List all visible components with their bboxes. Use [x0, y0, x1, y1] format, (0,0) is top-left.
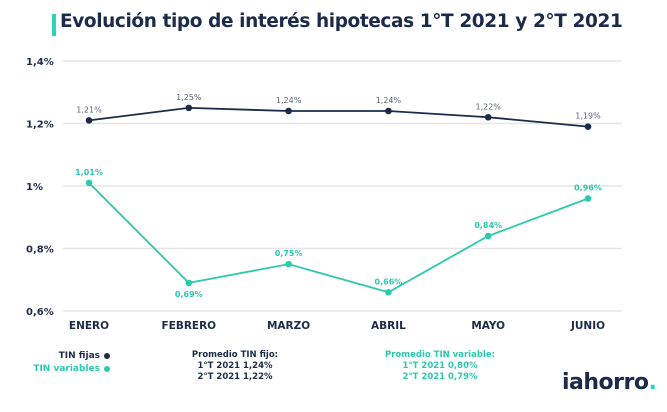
average-variable-q1: 1°T 2021 0,80%: [402, 361, 478, 371]
series-line-variables: [88, 182, 589, 294]
x-tick-label: FEBRERO: [161, 320, 216, 332]
data-label: 0,66%: [375, 277, 403, 286]
data-label: 1,24%: [376, 96, 402, 105]
data-label: 1,19%: [575, 112, 601, 121]
x-tick-label: MARZO: [267, 320, 310, 332]
legend-item-variables: TIN variables: [30, 363, 110, 376]
legend-dot-fijas: [104, 352, 110, 359]
data-point: [484, 113, 492, 121]
average-variable: Promedio TIN variable: 1°T 2021 0,80% 2°…: [370, 350, 510, 383]
average-fixed-q1: 1°T 2021 1,24%: [197, 361, 273, 371]
data-label: 1,22%: [475, 102, 501, 111]
average-variable-q2: 2°T 2021 0,79%: [402, 372, 478, 382]
y-tick-label: 0,6%: [26, 307, 54, 318]
legend-item-fijas: TIN fijas: [30, 350, 110, 363]
data-point: [285, 260, 292, 268]
y-tick-label: 1%: [26, 182, 43, 193]
data-point: [185, 279, 193, 287]
x-tick-label: JUNIO: [570, 320, 605, 332]
data-point: [85, 179, 93, 187]
average-variable-title: Promedio TIN variable:: [385, 350, 495, 360]
data-point: [584, 123, 592, 130]
average-fixed-q2: 2°T 2021 1,22%: [197, 372, 273, 382]
average-fixed-title: Promedio TIN fijo:: [191, 350, 279, 360]
data-point: [584, 195, 592, 202]
y-tick-label: 1,2%: [26, 120, 54, 131]
data-label: 0,75%: [275, 249, 303, 258]
y-tick-label: 1,4%: [26, 57, 54, 68]
title-accent-bar: [52, 14, 56, 36]
data-label: 0,84%: [474, 221, 502, 230]
series-line-fijas: [88, 106, 589, 128]
x-tick-label: MAYO: [471, 320, 505, 332]
legend: TIN fijas TIN variables: [30, 350, 110, 376]
data-label: 0,69%: [175, 290, 203, 299]
data-label: 1,21%: [76, 105, 102, 114]
average-fixed: Promedio TIN fijo: 1°T 2021 1,24% 2°T 20…: [180, 350, 290, 383]
x-tick-label: ABRIL: [371, 320, 406, 332]
chart-title: Evolución tipo de interés hipotecas 1°T …: [60, 11, 623, 32]
data-point: [85, 117, 93, 124]
data-point: [185, 104, 193, 112]
data-point: [285, 107, 292, 115]
legend-dot-variables: [104, 365, 110, 372]
data-point: [385, 107, 392, 115]
data-point: [484, 232, 492, 240]
y-tick-label: 0,8%: [26, 245, 54, 256]
x-tick-label: ENERO: [69, 320, 109, 332]
data-label: 0,96%: [574, 184, 602, 193]
data-label: 1,01%: [75, 168, 103, 177]
iahorro-logo: iahorro.: [562, 370, 657, 395]
data-label: 1,25%: [176, 93, 202, 102]
data-point: [385, 288, 392, 296]
data-label: 1,24%: [276, 96, 302, 105]
